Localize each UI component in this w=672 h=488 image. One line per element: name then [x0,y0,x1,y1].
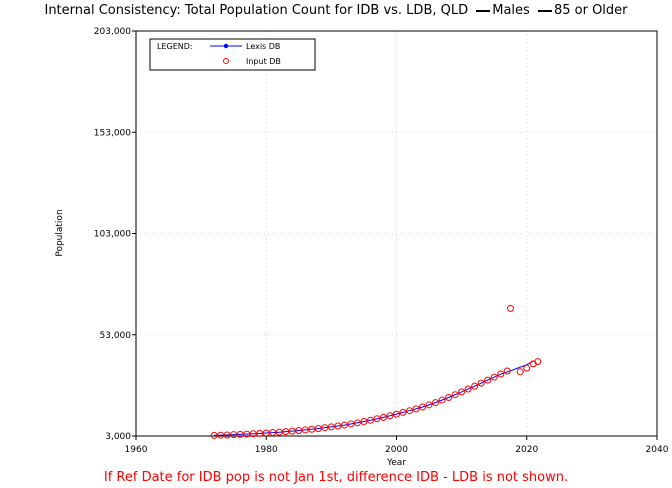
input-db-point [340,421,348,429]
input-db-point [321,424,329,432]
input-db-point [393,410,400,418]
input-db-point [490,373,498,381]
chart-title-part3: 85 or Older [553,3,628,18]
input-db-point [210,431,218,439]
input-db-point [223,431,231,439]
legend: LEGEND: Lexis DB Input DB [149,38,316,71]
input-db-point [503,367,511,375]
y-tick-label: 103,000 [94,230,131,240]
input-db-point [308,425,316,433]
input-db-point [523,364,531,372]
input-db-point [484,376,492,384]
input-db-point [288,427,296,435]
x-tick-label: 1980 [255,445,278,455]
input-db-point [471,382,479,390]
input-db-point [379,413,387,421]
input-db-point [275,428,283,436]
input-db-point [269,429,277,437]
title-separator-dash [476,9,491,12]
input-db-point [464,385,472,393]
legend-heading: LEGEND: [157,42,193,51]
legend-lexis-label: Lexis DB [246,42,280,51]
chart-title-main: Internal Consistency: Total Population C… [44,3,469,18]
input-db-point [347,420,355,428]
y-tick-label: 153,000 [94,128,131,138]
x-axis-title: Year [386,458,406,468]
input-db-point [236,430,244,438]
input-db-point [282,428,290,436]
input-db-point [516,368,524,376]
chart-grid [136,31,657,436]
input-db-point [497,370,505,378]
lexis-db-line [214,360,534,436]
y-tick-label: 53,000 [100,331,132,341]
input-db-point [534,358,542,366]
y-tick-label: 3,000 [105,432,131,442]
input-db-point [386,412,394,420]
y-axis-title: Population [55,209,65,256]
axis-ticks: 1960 1980 2000 2020 2040 3,000 53,000 103,000 15… [94,27,669,455]
chart-series [210,304,542,439]
input-db-point [451,391,459,399]
input-db-point [477,379,485,387]
x-tick-label: 1960 [125,445,148,455]
input-db-point [230,431,238,439]
input-db-point [301,426,309,434]
input-db-point [249,430,257,438]
input-db-point [419,403,427,411]
input-db-point [406,407,414,415]
input-db-point [445,394,453,402]
x-tick-label: 2040 [646,445,669,455]
input-db-point [425,401,433,409]
input-db-point [262,429,270,437]
input-db-point [334,422,342,430]
chart-title-part2: Males [492,3,530,18]
input-db-point [243,430,251,438]
input-db-point [412,405,420,413]
input-db-point [327,423,335,431]
input-db-point [458,388,466,396]
input-db-point [366,416,374,424]
legend-input-label: Input DB [246,57,281,66]
footnote: If Ref Date for IDB pop is not Jan 1st, … [103,470,569,485]
x-tick-label: 2000 [385,445,408,455]
legend-lexis-marker [223,43,229,49]
input-db-point [399,408,407,416]
input-db-point [373,415,381,423]
input-db-point [353,419,361,427]
input-db-point [360,418,368,426]
y-tick-label: 203,000 [94,27,131,37]
input-db-point [314,425,322,433]
input-db-point [256,429,264,437]
input-db-point [432,399,440,407]
legend-box [149,38,316,71]
legend-input-marker [223,58,229,64]
x-tick-label: 2020 [515,445,538,455]
chart-title: Internal Consistency: Total Population C… [0,3,672,18]
input-db-point [295,427,303,435]
input-db-point [217,431,225,439]
input-db-point [506,304,514,312]
input-db-point [438,396,446,404]
title-separator-dash [537,9,552,12]
